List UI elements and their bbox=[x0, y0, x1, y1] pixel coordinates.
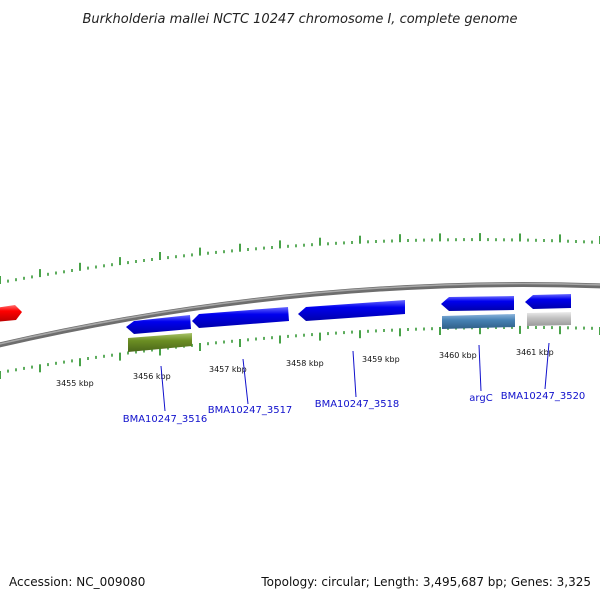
leader-line bbox=[160, 365, 166, 412]
leader-line bbox=[544, 342, 550, 390]
outer-tick-row bbox=[0, 233, 600, 284]
gene-arrow-bma10247-3518[interactable] bbox=[298, 300, 405, 321]
leader-line bbox=[478, 344, 482, 392]
leader-line bbox=[242, 358, 249, 405]
backbone-circle-arc-highlight bbox=[0, 282, 600, 345]
leader-line bbox=[352, 350, 357, 398]
genome-summary-text: Topology: circular; Length: 3,495,687 bp… bbox=[260, 575, 591, 589]
tick-label: 3460 kbp bbox=[439, 351, 477, 360]
gene-label-bma10247-3518[interactable]: BMA10247_3518 bbox=[315, 399, 400, 410]
gene-label-bma10247-3520[interactable]: BMA10247_3520 bbox=[501, 391, 586, 402]
tick-label: 3458 kbp bbox=[286, 359, 324, 368]
feature-red-arrow[interactable] bbox=[0, 305, 22, 322]
accession-text: Accession: NC_009080 bbox=[9, 575, 145, 589]
feature-track bbox=[0, 294, 571, 352]
tick-label: 3459 kbp bbox=[362, 355, 400, 364]
tick-label: 3457 kbp bbox=[209, 365, 247, 374]
gene-arrow-argc[interactable] bbox=[441, 296, 514, 311]
gene-labels: BMA10247_3516 BMA10247_3517 BMA10247_351… bbox=[123, 391, 586, 425]
backbone-circle-arc bbox=[0, 282, 600, 348]
feature-olive-bar[interactable] bbox=[128, 333, 192, 352]
gene-label-bma10247-3516[interactable]: BMA10247_3516 bbox=[123, 414, 208, 425]
gene-arrow-bma10247-3517[interactable] bbox=[192, 307, 289, 328]
scale-labels: 3455 kbp 3456 kbp 3457 kbp 3458 kbp 3459… bbox=[56, 348, 554, 388]
gene-arrow-bma10247-3516[interactable] bbox=[126, 315, 191, 334]
inner-tick-row bbox=[0, 325, 600, 379]
tick-label: 3461 kbp bbox=[516, 348, 554, 357]
feature-gray-bar[interactable] bbox=[527, 312, 571, 326]
gene-label-bma10247-3517[interactable]: BMA10247_3517 bbox=[208, 405, 293, 416]
map-title: Burkholderia mallei NCTC 10247 chromosom… bbox=[82, 12, 517, 27]
label-leaders bbox=[160, 342, 550, 412]
gene-label-argc[interactable]: argC bbox=[469, 393, 492, 404]
gene-arrow-bma10247-3520[interactable] bbox=[525, 294, 571, 309]
tick-label: 3455 kbp bbox=[56, 379, 94, 388]
tick-label: 3456 kbp bbox=[133, 372, 171, 381]
feature-steel-bar[interactable] bbox=[442, 314, 515, 329]
